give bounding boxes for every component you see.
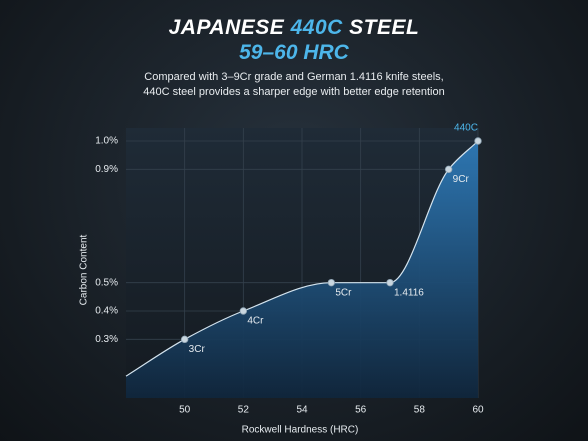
area: [126, 141, 478, 398]
point-label: 3Cr: [189, 344, 206, 355]
title-highlight: 440C: [290, 16, 343, 39]
y-tick-label: 0.3%: [95, 334, 118, 345]
point-label: 440C: [454, 123, 478, 134]
x-tick-label: 58: [414, 405, 426, 416]
y-tick-label: 0.5%: [95, 277, 118, 288]
point: [386, 278, 394, 287]
x-axis-title: Rockwell Hardness (HRC): [242, 425, 359, 436]
y-tick-label: 0.9%: [95, 164, 118, 175]
point: [327, 278, 336, 287]
x-tick-label: 60: [472, 405, 484, 416]
point-label: 5Cr: [335, 287, 352, 298]
title-word: JAPANESE: [168, 16, 285, 39]
point: [239, 307, 248, 315]
title-word: STEEL: [349, 16, 420, 39]
x-tick-label: 52: [238, 405, 250, 416]
x-tick-label: 54: [296, 405, 308, 416]
x-tick-label: 56: [355, 405, 367, 416]
point-label: 1.4116: [394, 287, 424, 298]
y-tick-label: 0.4%: [95, 306, 118, 317]
y-tick-label: 1.0%: [95, 136, 118, 147]
point-label: 4Cr: [247, 316, 264, 327]
point: [180, 335, 189, 344]
title-line2: 59–60 HRC: [239, 41, 349, 64]
point-label: 9Cr: [453, 174, 470, 185]
subtitle: Compared with 3–9Cr grade and German 1.4…: [0, 70, 588, 100]
point: [474, 137, 482, 145]
title: JAPANESE 440C STEEL: [0, 16, 588, 40]
subtitle-line: 440C steel provides a sharper edge with …: [143, 86, 445, 98]
point: [444, 165, 453, 174]
y-axis-title: Carbon Content: [79, 234, 90, 305]
subtitle-line: Compared with 3–9Cr grade and German 1.4…: [144, 71, 444, 83]
x-tick-label: 50: [179, 405, 191, 416]
